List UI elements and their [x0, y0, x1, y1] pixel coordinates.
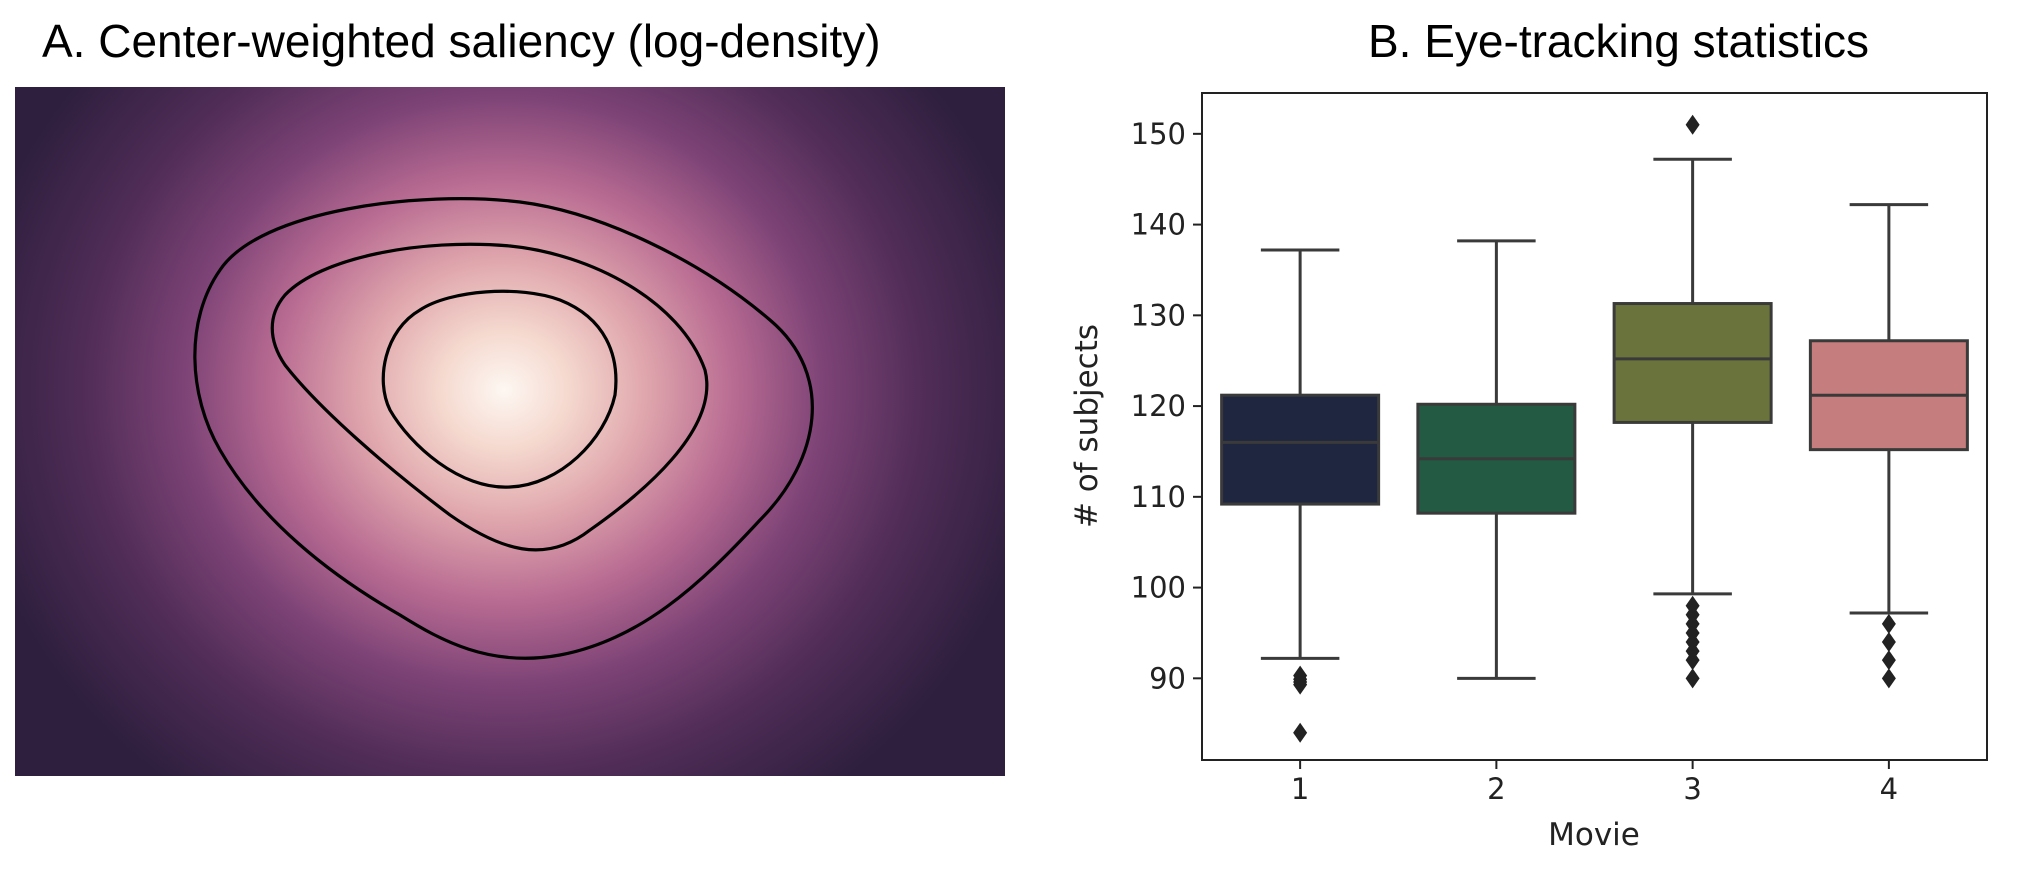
y-tick-label: 110: [1131, 480, 1186, 514]
contour-outer: [193, 197, 814, 660]
heatmap-image: [15, 87, 1005, 776]
contour-inner: [381, 289, 618, 489]
y-tick-label: 130: [1131, 298, 1186, 332]
box-group-4: [1808, 203, 1969, 689]
y-axis: 90 100 110 120 130 140 150: [1131, 117, 1202, 695]
boxes: [1220, 114, 1969, 743]
plot-frame: [1201, 92, 1988, 761]
outlier-point: [1881, 613, 1896, 634]
outlier-point: [1881, 668, 1896, 689]
y-tick-label: 100: [1131, 571, 1186, 605]
panel-b-title: B. Eye-tracking statistics: [1368, 15, 1869, 67]
outlier-point: [1881, 632, 1896, 653]
y-tick-label: 120: [1131, 389, 1186, 423]
x-axis: 1 2 3 4: [1291, 760, 1898, 806]
outlier-point: [1685, 114, 1700, 135]
contour-middle: [270, 242, 709, 552]
box-group-1: [1220, 248, 1381, 743]
y-tick-label: 150: [1131, 117, 1186, 151]
outlier-point: [1881, 650, 1896, 671]
saliency-heatmap: [15, 87, 1005, 776]
y-tick-label: 140: [1131, 208, 1186, 242]
x-tick-label: 4: [1880, 772, 1898, 806]
x-tick-label: 3: [1683, 772, 1701, 806]
x-tick-label: 2: [1487, 772, 1505, 806]
x-axis-label: Movie: [1548, 817, 1640, 853]
box-iqr: [1612, 302, 1773, 424]
panel-a-title: A. Center-weighted saliency (log-density…: [42, 15, 881, 67]
outlier-point: [1293, 722, 1308, 743]
box-group-3: [1612, 114, 1773, 689]
x-tick-label: 1: [1291, 772, 1309, 806]
y-axis-label: # of subjects: [1069, 324, 1105, 528]
outlier-point: [1685, 650, 1700, 671]
box-iqr: [1220, 393, 1381, 506]
outlier-point: [1685, 668, 1700, 689]
box-group-2: [1416, 239, 1577, 680]
outlier-point: [1293, 674, 1308, 695]
y-tick-label: 90: [1149, 661, 1186, 695]
